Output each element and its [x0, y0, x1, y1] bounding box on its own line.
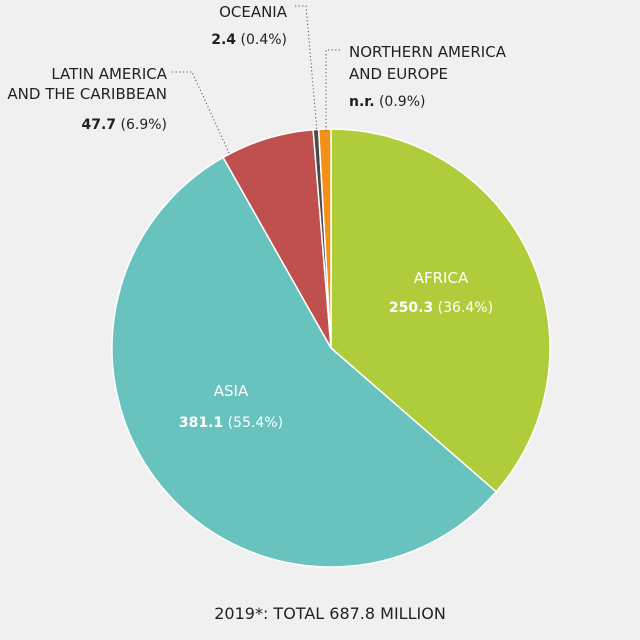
- chart-title: 2019*: TOTAL 687.8 MILLION: [214, 604, 446, 623]
- slice-label-latin-america-line1: LATIN AMERICA: [51, 65, 167, 83]
- slice-value-latin-america: 47.7 (6.9%): [82, 117, 168, 133]
- slice-value-northern-america: n.r. (0.9%): [349, 94, 425, 110]
- slice-label-latin-america-line2: AND THE CARIBBEAN: [7, 85, 167, 103]
- slice-label-northern-america-line1: NORTHERN AMERICA: [349, 43, 507, 61]
- slice-label-asia: ASIA: [214, 382, 249, 400]
- slice-label-oceania: OCEANIA: [219, 3, 288, 21]
- slice-value-asia: 381.1 (55.4%): [179, 415, 283, 431]
- pie-slices: [111, 128, 551, 568]
- leader-line-northern-america: [325, 49, 340, 131]
- pie-slice-africa: [330, 128, 551, 493]
- slice-label-northern-america-line2: AND EUROPE: [349, 65, 448, 83]
- leader-line-latin-america: [172, 71, 231, 156]
- leader-line-oceania: [295, 5, 318, 132]
- pie-slice-northern-america: [317, 128, 332, 349]
- pie-slice-asia: [111, 156, 497, 568]
- slice-label-africa: AFRICA: [414, 269, 469, 287]
- slice-value-oceania: 2.4 (0.4%): [211, 32, 287, 48]
- slice-value-africa: 250.3 (36.4%): [389, 300, 493, 316]
